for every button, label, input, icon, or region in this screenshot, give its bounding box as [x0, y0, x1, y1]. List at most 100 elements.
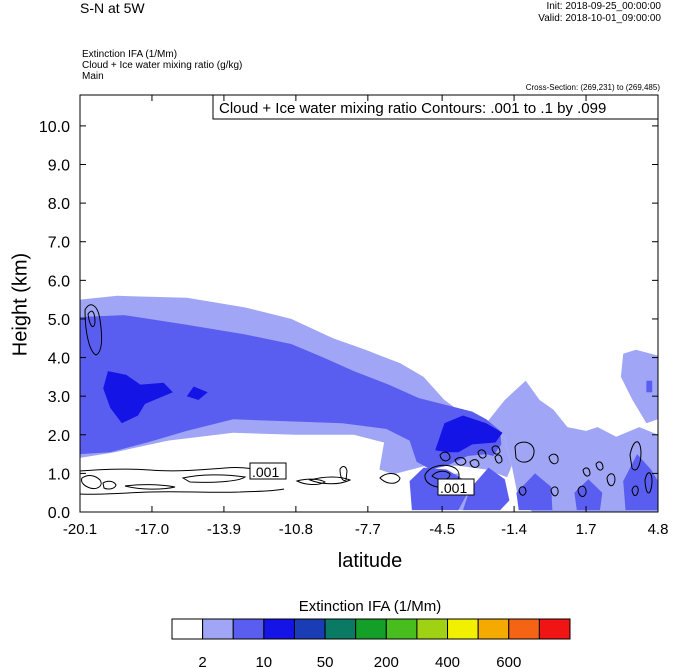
colorbar-swatch	[324, 618, 357, 640]
contour-line	[81, 475, 102, 489]
field-line-2: Cloud + Ice water mixing ratio (g/kg)	[82, 60, 243, 71]
contour-line	[424, 464, 460, 488]
colorbar-label: 10	[255, 654, 272, 668]
plot-frame	[79, 94, 659, 513]
contour-line	[454, 457, 467, 466]
extinction-region-medium	[646, 380, 653, 393]
contour-line	[595, 461, 604, 471]
contour-label: .001	[252, 464, 279, 480]
y-tick-label: 6.0	[48, 273, 70, 290]
y-axis-label: Height (km)	[9, 252, 32, 357]
contour-label-box	[437, 478, 475, 496]
x-tick-label: -20.1	[63, 521, 97, 538]
colorbar-swatch	[293, 618, 326, 640]
contour-line	[631, 485, 639, 497]
y-tick-label: 2.0	[48, 428, 70, 445]
contour-line	[379, 473, 401, 484]
x-tick-label: -7.7	[355, 521, 381, 538]
field-description: Extinction IFA (1/Mm) Cloud + Ice water …	[82, 49, 242, 82]
colorbar-swatch	[232, 618, 265, 640]
contour-line	[514, 441, 535, 463]
contour-line	[518, 486, 527, 496]
contour-info-group: Cloud + Ice water mixing ratio Contours:…	[212, 94, 659, 120]
contour-line	[577, 485, 587, 498]
y-tick-label: 1.0	[48, 466, 70, 483]
colorbar-swatch	[171, 618, 204, 640]
contour-line	[477, 449, 487, 459]
field-line-3: Main	[82, 71, 104, 82]
colorbar-swatch	[538, 618, 571, 640]
contour-line	[124, 484, 176, 490]
shaded-fields	[80, 295, 658, 512]
y-tick-label: 10.0	[39, 119, 70, 136]
colorbar-label: 600	[496, 654, 521, 668]
x-tick-label: -13.9	[207, 521, 241, 538]
contour-line	[550, 486, 559, 497]
colorbar: 2 10 50 200 400 600	[171, 618, 571, 668]
y-tick-label: 7.0	[48, 235, 70, 252]
contour-lines	[80, 304, 653, 498]
y-tick-label: 0.0	[48, 505, 70, 522]
extinction-region-medium	[463, 467, 510, 511]
contour-info-text: Cloud + Ice water mixing ratio Contours:…	[219, 100, 606, 117]
contour-line	[87, 310, 96, 328]
colorbar-swatch	[385, 618, 418, 640]
extinction-region-dark	[435, 415, 503, 453]
contour-line	[606, 473, 616, 487]
contour-line	[491, 445, 501, 455]
contour-line	[308, 476, 352, 485]
y-tick-label: 4.0	[48, 351, 70, 368]
extinction-region-light	[620, 349, 658, 424]
colorbar-swatch	[355, 618, 387, 640]
y-tick-label: 8.0	[48, 196, 70, 213]
colorbar-title: Extinction IFA (1/Mm)	[298, 598, 442, 615]
contour-line	[295, 478, 326, 485]
contour-line	[181, 474, 247, 483]
contour-line	[339, 466, 348, 481]
contour-line	[494, 454, 503, 464]
run-info: Init: 2018-09-25_00:00:00 Valid: 2018-10…	[538, 1, 661, 25]
colorbar-label: 200	[374, 654, 399, 668]
y-tick-label: 5.0	[48, 312, 70, 329]
colorbar-label: 400	[435, 654, 460, 668]
init-time: Init: 2018-09-25_00:00:00	[546, 1, 661, 12]
extinction-region-medium	[574, 479, 603, 511]
y-tick-label: 9.0	[48, 158, 70, 175]
colorbar-swatch	[508, 618, 540, 640]
contour-line	[582, 467, 591, 477]
field-line-1: Extinction IFA (1/Mm)	[82, 49, 178, 60]
x-tick-label: -17.0	[135, 521, 169, 538]
contour-line	[439, 451, 451, 462]
valid-time: Valid: 2018-10-01_09:00:00	[538, 13, 661, 24]
contour-line	[644, 472, 653, 494]
extinction-region-medium	[80, 315, 502, 470]
contour-line	[548, 453, 559, 465]
contour-label: .001	[440, 480, 467, 496]
colorbar-swatch	[477, 618, 510, 640]
y-axis: 0.0 1.0 2.0 3.0 4.0 5.0 6.0 7.0 8.0 9.0 10.0	[39, 119, 658, 522]
x-axis-label: latitude	[337, 550, 403, 572]
contour-line	[102, 480, 117, 490]
x-axis: -20.1 -17.0 -13.9 -10.8 -7.7 -4.5 -1.4 1.7 4.8	[63, 95, 669, 538]
x-tick-label: -1.4	[501, 521, 527, 538]
contour-line	[84, 304, 103, 356]
x-tick-label: 4.8	[648, 521, 669, 538]
colorbar-swatch	[447, 618, 479, 640]
colorbar-label: 50	[317, 654, 334, 668]
x-tick-label: 1.7	[576, 521, 597, 538]
extinction-region-medium	[516, 473, 553, 511]
colorbar-swatch	[416, 618, 449, 640]
x-tick-label: -4.5	[429, 521, 455, 538]
extinction-region-dark	[103, 371, 173, 424]
contour-line	[629, 441, 642, 471]
x-tick-label: -10.8	[279, 521, 313, 538]
contour-label-group: .001 .001	[249, 462, 475, 496]
contour-label-box	[249, 462, 287, 480]
colorbar-label: 2	[198, 654, 206, 668]
cross-section-label: Cross-Section: (269,231) to (269,485)	[525, 83, 660, 92]
y-tick-label: 3.0	[48, 389, 70, 406]
extinction-region-dark	[186, 386, 208, 400]
colorbar-swatch	[202, 618, 234, 640]
colorbar-swatch	[263, 618, 295, 640]
